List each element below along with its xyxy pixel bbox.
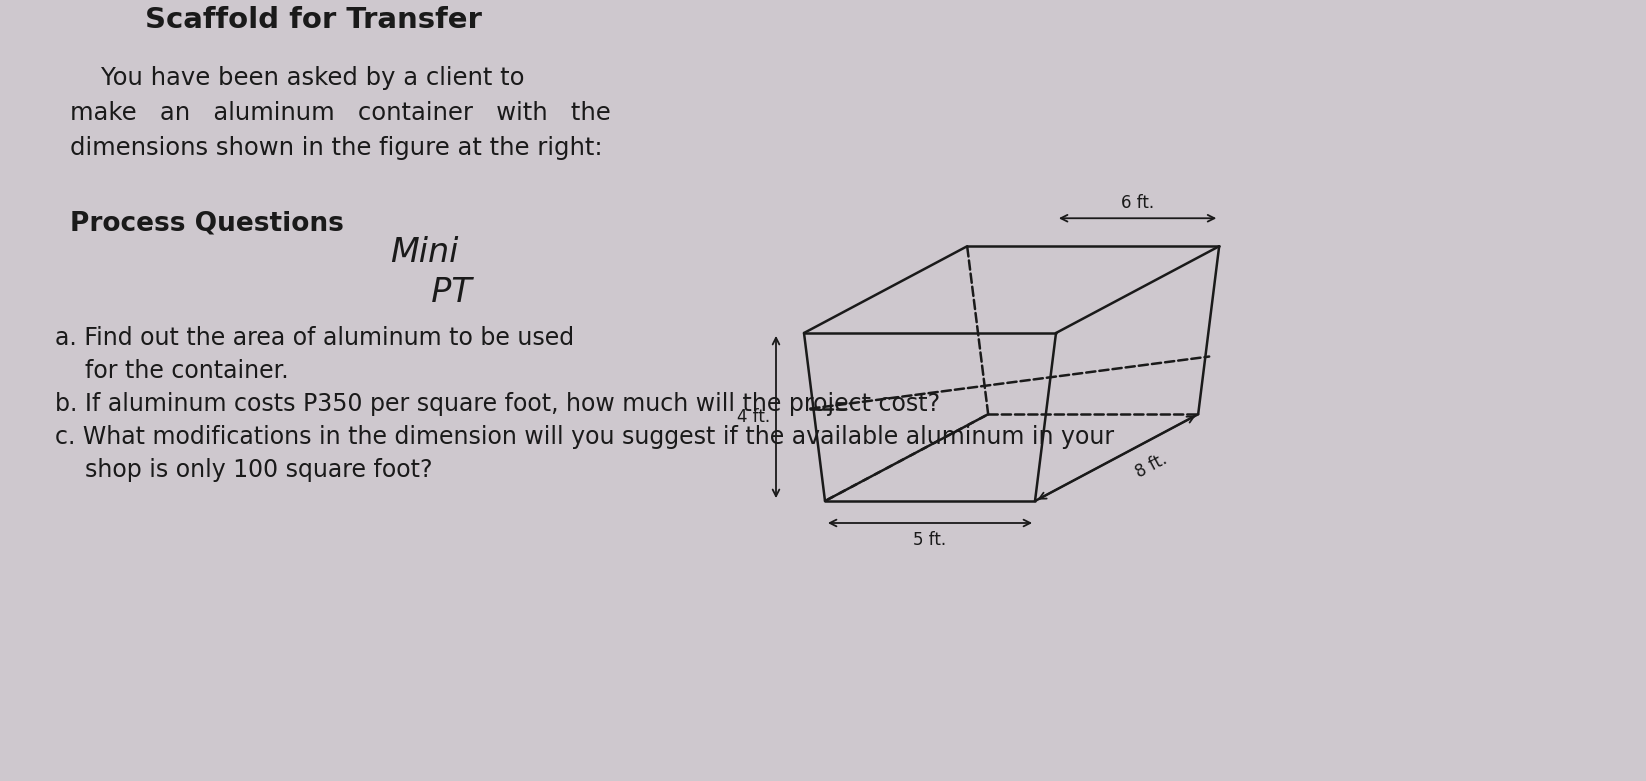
Text: 5 ft.: 5 ft.	[914, 531, 946, 549]
Text: a. Find out the area of aluminum to be used: a. Find out the area of aluminum to be u…	[54, 326, 574, 350]
Text: Mini: Mini	[390, 236, 458, 269]
Text: Scaffold for Transfer: Scaffold for Transfer	[145, 6, 482, 34]
Text: c. What modifications in the dimension will you suggest if the available aluminu: c. What modifications in the dimension w…	[54, 425, 1114, 449]
Text: Process Questions: Process Questions	[71, 211, 344, 237]
Text: dimensions shown in the figure at the right:: dimensions shown in the figure at the ri…	[71, 136, 602, 160]
Text: PT: PT	[410, 276, 472, 309]
Text: make   an   aluminum   container   with   the: make an aluminum container with the	[71, 101, 611, 125]
Text: 8 ft.: 8 ft.	[1132, 450, 1170, 481]
Text: b. If aluminum costs P350 per square foot, how much will the project cost?: b. If aluminum costs P350 per square foo…	[54, 392, 940, 416]
Text: 4 ft.: 4 ft.	[737, 408, 770, 426]
Text: You have been asked by a client to: You have been asked by a client to	[71, 66, 525, 90]
Text: for the container.: for the container.	[54, 359, 288, 383]
Text: shop is only 100 square foot?: shop is only 100 square foot?	[54, 458, 433, 482]
Text: 6 ft.: 6 ft.	[1121, 194, 1154, 212]
